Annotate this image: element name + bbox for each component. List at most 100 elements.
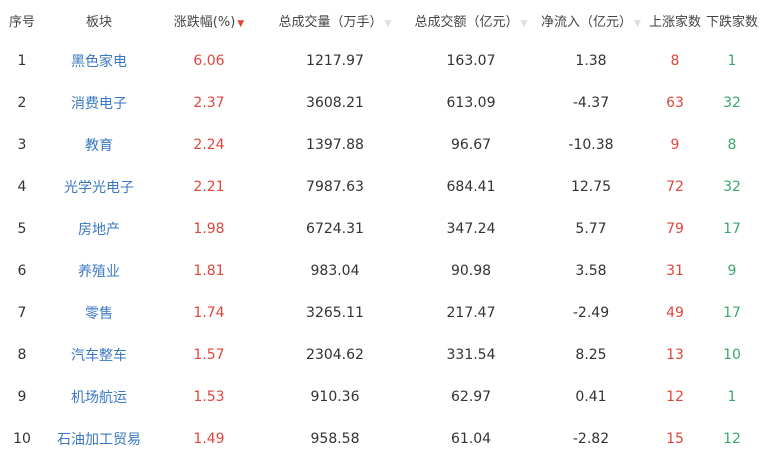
inflow-cell: 3.58 — [575, 263, 607, 279]
header-sector: 板块 — [85, 14, 112, 30]
volume-cell: 3608.21 — [306, 95, 364, 111]
inflow-cell: 5.77 — [575, 221, 607, 237]
rank-cell: 7 — [17, 305, 27, 321]
change-cell: 1.57 — [193, 347, 225, 363]
volume-cell: 958.58 — [310, 431, 360, 447]
table-row: 6 养殖业 1.81 983.04 90.98 3.58 31 9 — [0, 250, 760, 292]
amount-cell: 613.09 — [446, 95, 496, 111]
sector-name-link[interactable]: 零售 — [85, 306, 113, 322]
up-count-cell: 15 — [666, 431, 684, 447]
amount-cell: 684.41 — [446, 179, 496, 195]
change-cell: 1.53 — [193, 389, 225, 405]
amount-cell: 61.04 — [450, 431, 492, 447]
rank-cell: 4 — [17, 179, 27, 195]
sector-name-link[interactable]: 机场航运 — [71, 390, 127, 406]
header-inflow[interactable]: 净流入（亿元） ▼ — [541, 14, 641, 30]
change-cell: 1.98 — [193, 221, 225, 237]
sector-name-link[interactable]: 养殖业 — [78, 264, 120, 280]
sector-name-link[interactable]: 教育 — [85, 138, 113, 154]
up-count-cell: 63 — [666, 95, 684, 111]
up-count-cell: 8 — [670, 53, 680, 69]
sort-icon[interactable]: ▼ — [384, 18, 392, 29]
header-volume[interactable]: 总成交量（万手） ▼ — [278, 14, 392, 30]
down-count-cell: 17 — [723, 305, 741, 321]
down-count-cell: 8 — [727, 137, 737, 153]
amount-cell: 217.47 — [446, 305, 496, 321]
amount-cell: 90.98 — [450, 263, 492, 279]
sector-name-link[interactable]: 黑色家电 — [71, 54, 127, 70]
table-row: 7 零售 1.74 3265.11 217.47 -2.49 49 17 — [0, 292, 760, 334]
volume-cell: 3265.11 — [306, 305, 364, 321]
change-cell: 1.81 — [193, 263, 225, 279]
inflow-cell: 1.38 — [575, 53, 607, 69]
up-count-cell: 12 — [666, 389, 684, 405]
volume-cell: 983.04 — [310, 263, 360, 279]
rank-cell: 8 — [17, 347, 27, 363]
amount-cell: 96.67 — [450, 137, 492, 153]
inflow-cell: -2.82 — [572, 431, 610, 447]
change-cell: 6.06 — [193, 53, 225, 69]
inflow-cell: -4.37 — [572, 95, 610, 111]
table-row: 3 教育 2.24 1397.88 96.67 -10.38 9 8 — [0, 124, 760, 166]
inflow-cell: 0.41 — [575, 389, 607, 405]
down-count-cell: 17 — [723, 221, 741, 237]
volume-cell: 7987.63 — [306, 179, 364, 195]
rank-cell: 6 — [17, 263, 27, 279]
change-cell: 2.24 — [193, 137, 225, 153]
rank-cell: 3 — [17, 137, 27, 153]
change-cell: 1.74 — [193, 305, 225, 321]
up-count-cell: 31 — [666, 263, 684, 279]
change-cell: 2.37 — [193, 95, 225, 111]
down-count-cell: 32 — [723, 179, 741, 195]
table-row: 8 汽车整车 1.57 2304.62 331.54 8.25 13 10 — [0, 334, 760, 376]
header-up-count: 上涨家数 — [648, 14, 701, 30]
table-row: 10 石油加工贸易 1.49 958.58 61.04 -2.82 15 12 — [0, 418, 760, 460]
sort-icon[interactable]: ▼ — [520, 18, 528, 29]
sector-name-link[interactable]: 消费电子 — [71, 96, 127, 112]
inflow-cell: -2.49 — [572, 305, 610, 321]
rank-cell: 5 — [17, 221, 27, 237]
rank-cell: 1 — [17, 53, 27, 69]
sector-name-link[interactable]: 光学光电子 — [64, 180, 134, 196]
up-count-cell: 49 — [666, 305, 684, 321]
down-count-cell: 12 — [723, 431, 741, 447]
sector-name-link[interactable]: 汽车整车 — [71, 348, 127, 364]
down-count-cell: 1 — [727, 53, 737, 69]
down-count-cell: 32 — [723, 95, 741, 111]
up-count-cell: 72 — [666, 179, 684, 195]
header-change[interactable]: 涨跌幅(%) ▼ — [173, 14, 245, 30]
table-row: 9 机场航运 1.53 910.36 62.97 0.41 12 1 — [0, 376, 760, 418]
header-rank: 序号 — [8, 14, 35, 30]
table-row: 2 消费电子 2.37 3608.21 613.09 -4.37 63 32 — [0, 82, 760, 124]
inflow-cell: 8.25 — [575, 347, 607, 363]
inflow-cell: -10.38 — [568, 137, 614, 153]
volume-cell: 910.36 — [310, 389, 360, 405]
amount-cell: 163.07 — [446, 53, 496, 69]
up-count-cell: 9 — [670, 137, 680, 153]
volume-cell: 2304.62 — [306, 347, 364, 363]
volume-cell: 6724.31 — [306, 221, 364, 237]
amount-cell: 331.54 — [446, 347, 496, 363]
volume-cell: 1397.88 — [306, 137, 364, 153]
volume-cell: 1217.97 — [306, 53, 364, 69]
amount-cell: 62.97 — [450, 389, 492, 405]
header-amount[interactable]: 总成交额（亿元） ▼ — [414, 14, 528, 30]
up-count-cell: 13 — [666, 347, 684, 363]
amount-cell: 347.24 — [446, 221, 496, 237]
rank-cell: 9 — [17, 389, 27, 405]
sector-name-link[interactable]: 房地产 — [78, 222, 120, 238]
sector-name-link[interactable]: 石油加工贸易 — [57, 432, 141, 448]
table-row: 5 房地产 1.98 6724.31 347.24 5.77 79 17 — [0, 208, 760, 250]
header-down-count: 下跌家数 — [705, 14, 758, 30]
inflow-cell: 12.75 — [570, 179, 612, 195]
down-count-cell: 9 — [727, 263, 737, 279]
down-count-cell: 1 — [727, 389, 737, 405]
change-cell: 2.21 — [193, 179, 225, 195]
header-row: 序号 板块 涨跌幅(%) ▼ 总成交量（万手） ▼ 总成交额（亿元） ▼ 净流入（亿元… — [0, 0, 760, 40]
down-count-cell: 10 — [723, 347, 741, 363]
table-row: 1 黑色家电 6.06 1217.97 163.07 1.38 8 1 — [0, 40, 760, 82]
up-count-cell: 79 — [666, 221, 684, 237]
sort-desc-icon[interactable]: ▼ — [237, 18, 245, 29]
sort-icon[interactable]: ▼ — [634, 18, 641, 29]
